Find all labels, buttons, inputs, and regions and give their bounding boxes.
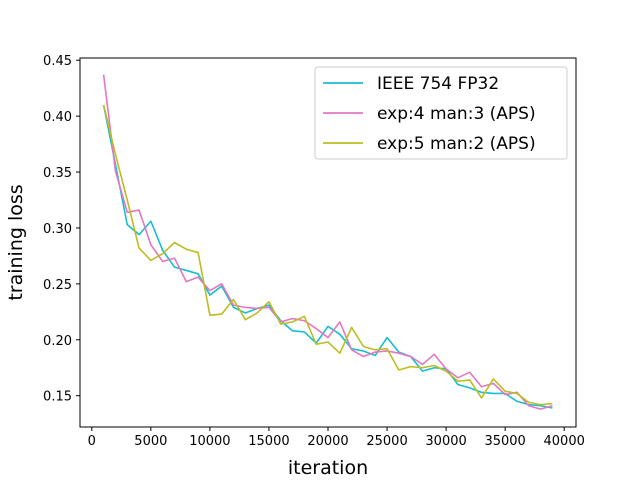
series-line-2 (102, 74, 553, 410)
series-layer (102, 74, 553, 410)
y-tick-label: 0.15 (43, 390, 72, 405)
y-axis-ticks: 0.15 0.20 0.25 0.30 0.35 0.40 0.45 (43, 54, 80, 405)
y-tick-label: 0.35 (43, 166, 72, 181)
legend-label: exp:5 man:2 (APS) (377, 134, 536, 154)
y-tick-label: 0.25 (43, 278, 72, 293)
legend-box (314, 66, 568, 160)
x-tick-label: 20000 (307, 434, 348, 449)
x-tick-label: 30000 (425, 434, 466, 449)
y-tick-label: 0.30 (43, 222, 72, 237)
series-line-3 (102, 104, 553, 406)
legend-label: IEEE 754 FP32 (377, 74, 499, 94)
x-tick-label: 15000 (248, 434, 289, 449)
y-axis-label: training loss (5, 184, 27, 300)
legend: IEEE 754 FP32 exp:4 man:3 (APS) exp:5 man:… (314, 66, 568, 160)
x-tick-label: 10000 (189, 434, 230, 449)
x-axis-label: iteration (288, 457, 368, 479)
x-tick-label: 0 (88, 434, 96, 449)
y-tick-label: 0.40 (43, 110, 72, 125)
y-tick-label: 0.20 (43, 334, 72, 349)
x-tick-label: 5000 (134, 434, 167, 449)
x-tick-label: 35000 (484, 434, 525, 449)
x-axis-ticks: 0 5000 10000 15000 20000 25000 30000 35000 40000 (88, 427, 585, 449)
y-tick-label: 0.45 (43, 54, 72, 69)
legend-label: exp:4 man:3 (APS) (377, 104, 536, 124)
x-tick-label: 40000 (544, 434, 585, 449)
x-tick-label: 25000 (366, 434, 407, 449)
